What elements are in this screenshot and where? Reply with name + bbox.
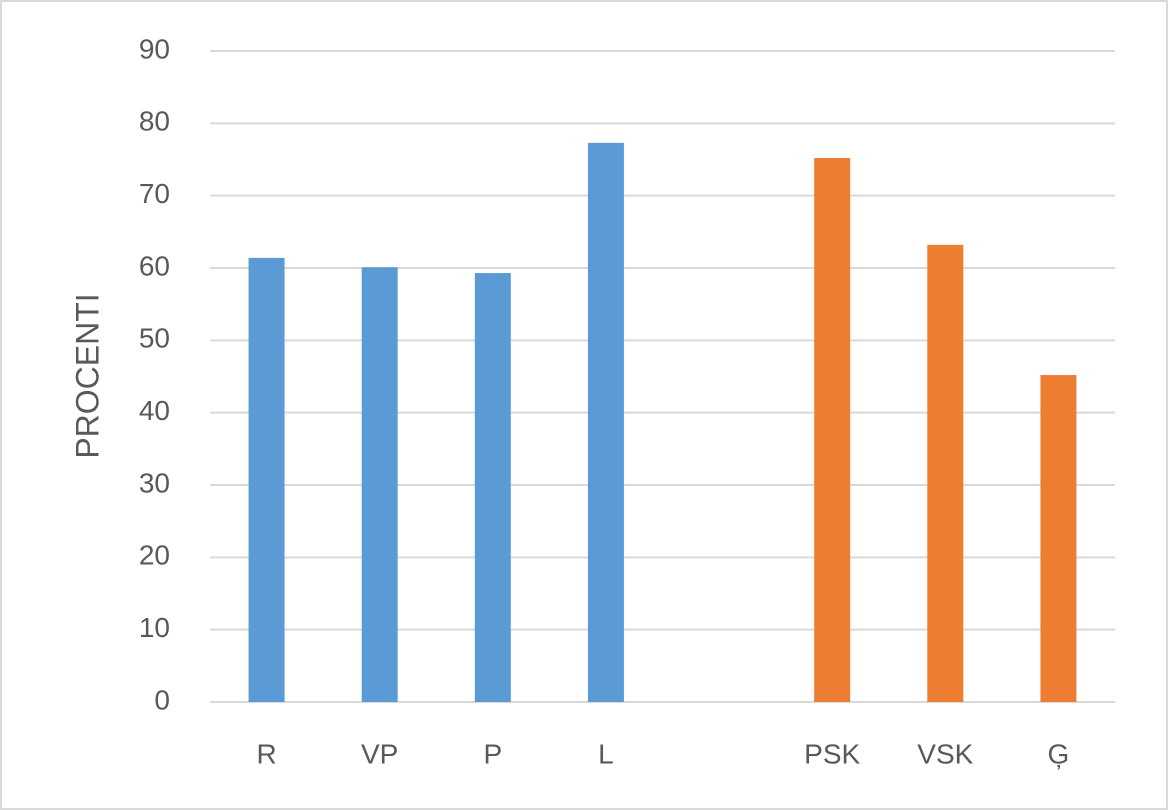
y-tick-label: 20 <box>139 540 170 571</box>
bar <box>927 244 964 702</box>
y-tick-label: 30 <box>139 467 170 498</box>
y-axis-label: PROCENTI <box>69 293 105 458</box>
y-tick-label: 10 <box>139 612 170 643</box>
y-tick-label: 0 <box>154 684 170 715</box>
bar <box>587 142 624 702</box>
x-tick-label: P <box>483 738 502 769</box>
x-tick-label: L <box>598 738 614 769</box>
x-tick-label: PSK <box>804 738 860 769</box>
bar <box>248 257 285 702</box>
x-tick-label: VSK <box>917 738 973 769</box>
x-tick-label: Ģ <box>1048 738 1070 769</box>
bar <box>1040 375 1077 702</box>
y-tick-label: 50 <box>139 323 170 354</box>
x-tick-label: R <box>256 738 276 769</box>
y-tick-label: 60 <box>139 250 170 281</box>
y-tick-label: 90 <box>139 33 170 64</box>
y-tick-label: 70 <box>139 178 170 209</box>
bar <box>474 273 511 702</box>
y-tick-label: 80 <box>139 106 170 137</box>
x-tick-label: VP <box>361 738 398 769</box>
bar <box>361 267 398 702</box>
y-tick-label: 40 <box>139 395 170 426</box>
bar <box>814 158 851 702</box>
